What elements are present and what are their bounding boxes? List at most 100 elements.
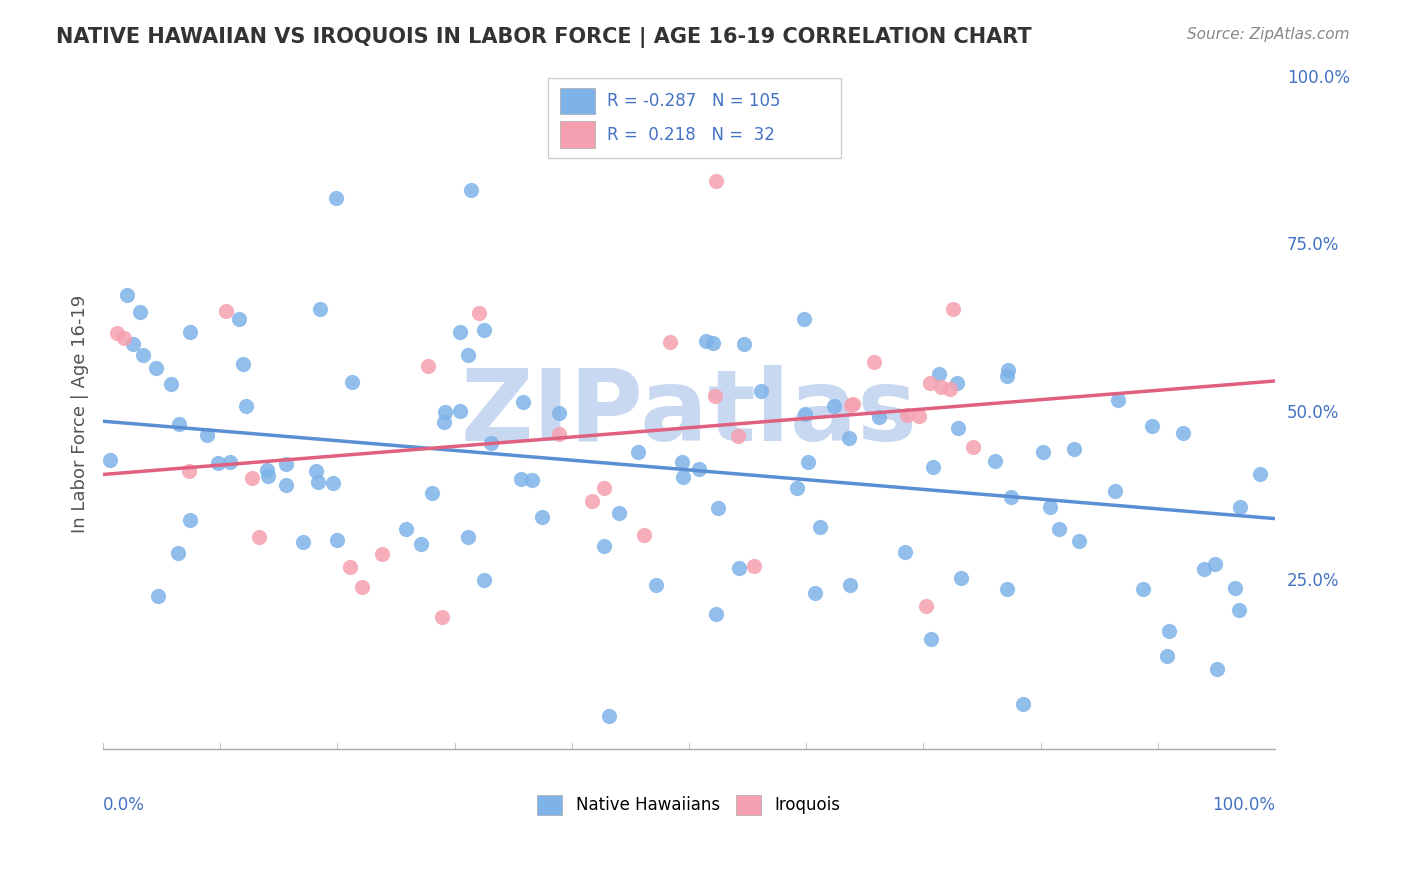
FancyBboxPatch shape: [548, 78, 841, 158]
FancyBboxPatch shape: [560, 87, 595, 114]
Native Hawaiians: [530, 510, 553, 524]
Native Hawaiians: [995, 369, 1018, 384]
Native Hawaiians: [1140, 418, 1163, 433]
Native Hawaiians: [920, 632, 942, 647]
Native Hawaiians: [207, 456, 229, 470]
Iroquois: [931, 380, 953, 394]
Iroquois: [350, 580, 373, 594]
Native Hawaiians: [256, 463, 278, 477]
Native Hawaiians: [510, 472, 533, 486]
Native Hawaiians: [1039, 500, 1062, 515]
Native Hawaiians: [274, 478, 297, 492]
Native Hawaiians: [894, 545, 917, 559]
Text: 100.0%: 100.0%: [1286, 69, 1350, 87]
Native Hawaiians: [946, 421, 969, 435]
Native Hawaiians: [1047, 522, 1070, 536]
Native Hawaiians: [322, 475, 344, 490]
Native Hawaiians: [1063, 442, 1085, 456]
Iroquois: [918, 376, 941, 391]
Native Hawaiians: [472, 322, 495, 336]
Native Hawaiians: [1229, 500, 1251, 514]
Native Hawaiians: [132, 348, 155, 362]
Native Hawaiians: [395, 522, 418, 536]
Iroquois: [742, 558, 765, 573]
Native Hawaiians: [823, 399, 845, 413]
Iroquois: [939, 382, 962, 396]
Native Hawaiians: [1000, 490, 1022, 504]
Native Hawaiians: [671, 455, 693, 469]
Native Hawaiians: [1156, 648, 1178, 663]
Native Hawaiians: [838, 431, 860, 445]
Native Hawaiians: [308, 301, 330, 316]
Native Hawaiians: [160, 376, 183, 391]
Iroquois: [703, 389, 725, 403]
Native Hawaiians: [457, 530, 479, 544]
Native Hawaiians: [839, 577, 862, 591]
Native Hawaiians: [786, 481, 808, 495]
Native Hawaiians: [1157, 624, 1180, 638]
Native Hawaiians: [146, 590, 169, 604]
Native Hawaiians: [869, 410, 891, 425]
Native Hawaiians: [672, 470, 695, 484]
Native Hawaiians: [235, 399, 257, 413]
Native Hawaiians: [340, 376, 363, 390]
Y-axis label: In Labor Force | Age 16-19: In Labor Force | Age 16-19: [72, 294, 89, 533]
Iroquois: [240, 471, 263, 485]
Native Hawaiians: [702, 336, 724, 351]
Iroquois: [370, 547, 392, 561]
Native Hawaiians: [325, 191, 347, 205]
Native Hawaiians: [145, 361, 167, 376]
Native Hawaiians: [804, 586, 827, 600]
Native Hawaiians: [593, 539, 616, 553]
Native Hawaiians: [218, 455, 240, 469]
Text: ZIPatlas: ZIPatlas: [461, 365, 918, 462]
Native Hawaiians: [1032, 445, 1054, 459]
Native Hawaiians: [1249, 467, 1271, 481]
Native Hawaiians: [195, 428, 218, 442]
Iroquois: [942, 301, 965, 316]
Native Hawaiians: [707, 501, 730, 516]
Iroquois: [114, 331, 136, 345]
Iroquois: [547, 427, 569, 442]
Native Hawaiians: [645, 578, 668, 592]
Native Hawaiians: [749, 384, 772, 398]
Native Hawaiians: [946, 376, 969, 390]
Native Hawaiians: [232, 357, 254, 371]
Iroquois: [581, 494, 603, 508]
Native Hawaiians: [274, 457, 297, 471]
Native Hawaiians: [949, 571, 972, 585]
Native Hawaiians: [793, 407, 815, 421]
FancyBboxPatch shape: [560, 121, 595, 148]
Native Hawaiians: [928, 367, 950, 381]
Native Hawaiians: [1012, 697, 1035, 711]
Native Hawaiians: [479, 436, 502, 450]
Native Hawaiians: [457, 348, 479, 362]
Native Hawaiians: [921, 459, 943, 474]
Native Hawaiians: [704, 607, 727, 621]
Iroquois: [908, 409, 931, 423]
Native Hawaiians: [122, 336, 145, 351]
Native Hawaiians: [733, 336, 755, 351]
Text: R = -0.287   N = 105: R = -0.287 N = 105: [607, 92, 780, 110]
Native Hawaiians: [420, 486, 443, 500]
Iroquois: [659, 334, 682, 349]
Iroquois: [915, 599, 938, 613]
Iroquois: [215, 303, 238, 318]
Native Hawaiians: [1223, 581, 1246, 595]
Native Hawaiians: [695, 334, 717, 348]
Native Hawaiians: [1107, 392, 1129, 407]
Native Hawaiians: [793, 312, 815, 326]
Native Hawaiians: [257, 469, 280, 483]
Native Hawaiians: [409, 537, 432, 551]
Text: 0.0%: 0.0%: [103, 797, 145, 814]
Iroquois: [896, 408, 918, 422]
Native Hawaiians: [522, 473, 544, 487]
Native Hawaiians: [983, 454, 1005, 468]
Iroquois: [842, 397, 865, 411]
Native Hawaiians: [472, 573, 495, 587]
Native Hawaiians: [995, 582, 1018, 597]
Native Hawaiians: [460, 183, 482, 197]
Native Hawaiians: [1192, 562, 1215, 576]
Native Hawaiians: [305, 464, 328, 478]
Text: NATIVE HAWAIIAN VS IROQUOIS IN LABOR FORCE | AGE 16-19 CORRELATION CHART: NATIVE HAWAIIAN VS IROQUOIS IN LABOR FOR…: [56, 27, 1032, 48]
